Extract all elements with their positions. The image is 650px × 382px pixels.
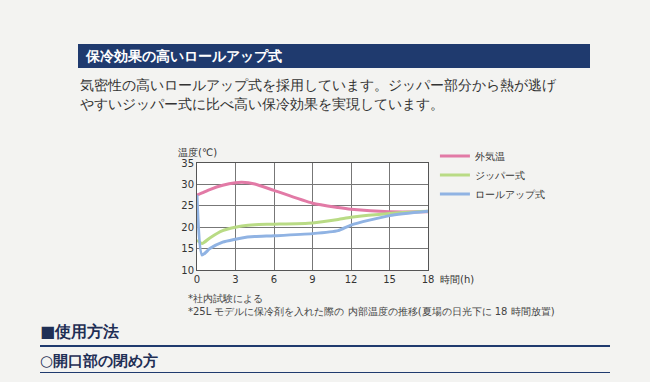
svg-text:0: 0	[194, 274, 200, 285]
svg-text:6: 6	[271, 274, 277, 285]
svg-text:20: 20	[181, 222, 194, 233]
svg-text:35: 35	[181, 158, 194, 169]
svg-text:温度(℃): 温度(℃)	[178, 147, 217, 158]
svg-text:ジッパー式: ジッパー式	[475, 170, 525, 181]
svg-text:12: 12	[345, 274, 358, 285]
svg-text:ロールアップ式: ロールアップ式	[475, 189, 545, 200]
svg-text:30: 30	[181, 179, 194, 190]
html-text:気密性の高いロールアップ式を採用しています。ジッパー部分から: 気密性の高いロールアップ式を採用しています。ジッパー部分から熱が逃げ	[80, 77, 556, 93]
html-text:○開口部の閉め方: ○開口部の閉め方	[40, 352, 159, 370]
svg-text:外気温: 外気温	[475, 151, 505, 162]
html-text:保冷効果の高いロールアップ式: 保冷効果の高いロールアップ式	[86, 48, 282, 64]
svg-text:25: 25	[181, 200, 194, 211]
html-text:*社内試験による: *社内試験による	[188, 293, 263, 304]
svg-text:15: 15	[181, 243, 194, 254]
html-text:■使用方法: ■使用方法	[40, 322, 120, 341]
html-text:やすいジッパー式に比べ高い保冷効果を実現しています。: やすいジッパー式に比べ高い保冷効果を実現しています。	[80, 96, 444, 112]
svg-text:15: 15	[383, 274, 396, 285]
svg-text:9: 9	[309, 274, 315, 285]
svg-text:10: 10	[181, 265, 194, 276]
svg-text:3: 3	[232, 274, 238, 285]
svg-text:18: 18	[422, 274, 435, 285]
svg-text:時間(h): 時間(h)	[440, 274, 474, 285]
html-text:*25L モデルに保冷剤を入れた際の 内部温度の推移(夏場の: *25L モデルに保冷剤を入れた際の 内部温度の推移(夏場の日光下に 18 時間…	[188, 306, 555, 317]
